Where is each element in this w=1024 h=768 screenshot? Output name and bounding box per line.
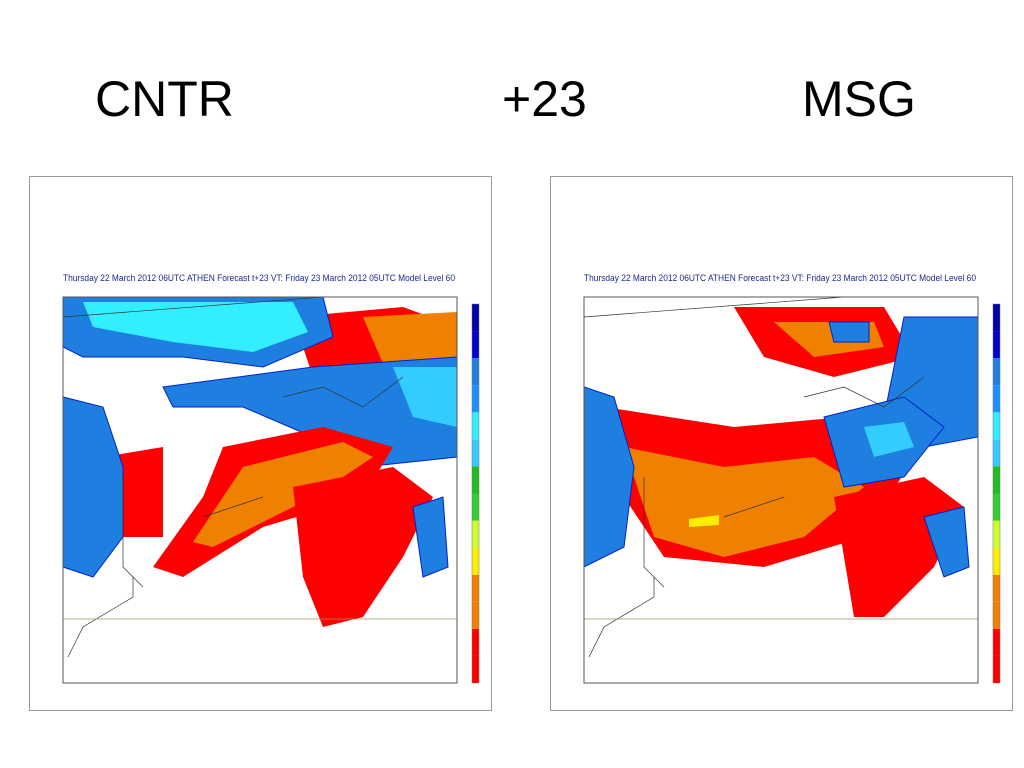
- colorbar-frame: [471, 303, 480, 684]
- colorbar-frame: [992, 303, 1001, 684]
- colorbar-swatch: [993, 385, 1000, 413]
- panel: Thursday 22 March 2012 06UTC ATHEN Forec…: [29, 176, 492, 711]
- field-contour: [83, 302, 308, 352]
- colorbar-swatch: [472, 574, 479, 602]
- colorbar: [992, 303, 1001, 684]
- field-contour: [293, 467, 433, 627]
- colorbar-swatch: [472, 628, 479, 656]
- colorbar-swatch: [993, 574, 1000, 602]
- map: [583, 296, 979, 684]
- colorbar-swatch: [993, 520, 1000, 548]
- map-frame: [583, 296, 979, 684]
- colorbar-swatch: [993, 412, 1000, 440]
- title-right: MSG: [802, 71, 916, 127]
- colorbar-swatch: [472, 358, 479, 386]
- panels: Thursday 22 March 2012 06UTC ATHEN Forec…: [29, 176, 1013, 711]
- field-contour: [624, 447, 864, 557]
- colorbar-swatch: [993, 547, 1000, 575]
- colorbar-swatch: [472, 385, 479, 413]
- colorbar-swatch: [472, 412, 479, 440]
- field-contour: [393, 367, 457, 427]
- colorbar-swatch: [993, 628, 1000, 656]
- map-frame: [62, 296, 458, 684]
- panel: Thursday 22 March 2012 06UTC ATHEN Forec…: [550, 176, 1013, 711]
- colorbar-swatch: [472, 655, 479, 683]
- panel-caption: Thursday 22 March 2012 06UTC ATHEN Forec…: [584, 273, 976, 284]
- coastline: [583, 296, 925, 658]
- colorbar: [471, 303, 480, 684]
- coastline: [62, 296, 404, 658]
- colorbar-swatch: [993, 439, 1000, 467]
- colorbar-swatch: [472, 547, 479, 575]
- map: [62, 296, 458, 684]
- title-left: CNTR: [95, 71, 234, 127]
- field-contour: [923, 506, 970, 578]
- panel-caption: Thursday 22 March 2012 06UTC ATHEN Forec…: [63, 273, 455, 284]
- field-contour: [193, 442, 373, 547]
- colorbar-swatch: [993, 655, 1000, 683]
- colorbar-swatch: [993, 493, 1000, 521]
- title-center: +23: [502, 71, 587, 127]
- colorbar-swatch: [993, 358, 1000, 386]
- colorbar-swatch: [472, 331, 479, 359]
- colorbar-swatch: [472, 520, 479, 548]
- colorbar-swatch: [472, 601, 479, 629]
- colorbar-swatch: [472, 439, 479, 467]
- field-contour: [689, 515, 719, 527]
- colorbar-swatch: [472, 493, 479, 521]
- field-contour: [834, 477, 964, 617]
- colorbar-swatch: [472, 304, 479, 332]
- colorbar-swatch: [993, 601, 1000, 629]
- field-contour: [828, 321, 870, 343]
- colorbar-swatch: [993, 304, 1000, 332]
- colorbar-swatch: [993, 331, 1000, 359]
- colorbar-swatch: [993, 466, 1000, 494]
- colorbar-swatch: [472, 466, 479, 494]
- field-contour: [412, 496, 449, 578]
- field-contour: [864, 422, 914, 457]
